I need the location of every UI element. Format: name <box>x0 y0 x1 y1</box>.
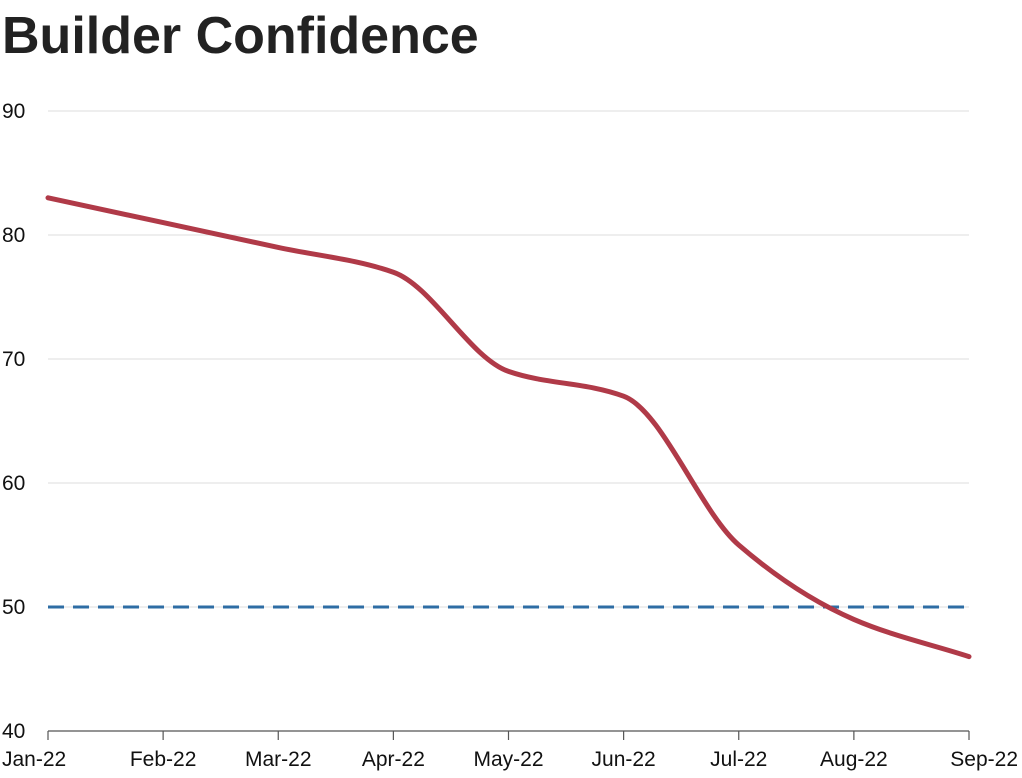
x-tick-label: Mar-22 <box>245 748 312 771</box>
x-tick-label: Feb-22 <box>130 748 197 771</box>
y-tick-label: 60 <box>2 472 25 495</box>
x-tick-label: Sep-22 <box>950 748 1018 771</box>
y-tick-label: 70 <box>2 348 25 371</box>
x-tick-label: Aug-22 <box>820 748 888 771</box>
x-tick-label: May-22 <box>473 748 543 771</box>
y-axis-ticks: 40 50 60 70 80 90 <box>2 100 25 743</box>
x-tick-label: Jul-22 <box>710 748 767 771</box>
series-group <box>45 195 972 660</box>
x-tick-label: Apr-22 <box>362 748 425 771</box>
series-line <box>45 195 972 660</box>
y-tick-label: 80 <box>2 224 25 247</box>
x-tick-label: Jan-22 <box>2 748 66 771</box>
y-tick-label: 90 <box>2 100 25 123</box>
y-tick-label: 50 <box>2 596 25 619</box>
y-tick-label: 40 <box>2 720 25 743</box>
chart-title: Builder Confidence <box>2 7 479 65</box>
x-tick-label: Jun-22 <box>592 748 656 771</box>
grid-lines <box>48 110 969 608</box>
x-axis: Jan-22 Feb-22 Mar-22 Apr-22 May-22 Jun-22 Jul-… <box>2 730 1018 771</box>
